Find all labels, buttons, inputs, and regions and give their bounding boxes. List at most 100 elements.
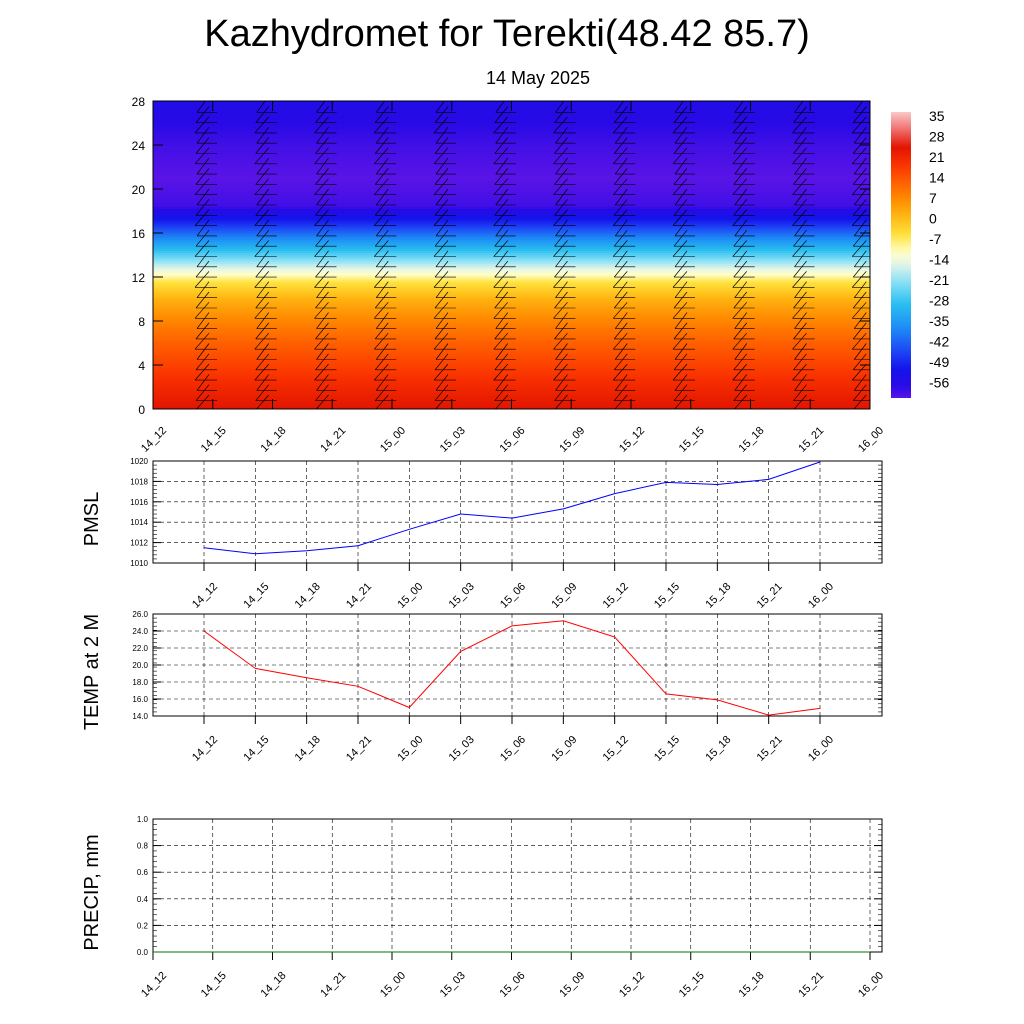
wind-barb — [912, 117, 926, 133]
wind-barb — [554, 137, 568, 154]
x-tick-label: 14_12 — [190, 581, 220, 611]
wind-barb — [613, 168, 628, 185]
wind-barb — [316, 250, 329, 268]
heatmap-band — [153, 283, 870, 287]
heatmap-band — [153, 124, 870, 128]
x-tick-label: 15_12 — [601, 734, 631, 764]
wind-barb — [734, 394, 748, 409]
wind-barb — [494, 199, 509, 216]
y-tick-label: 0.8 — [137, 842, 149, 851]
heatmap-y-tick-label: 8 — [138, 315, 145, 329]
wind-barb — [315, 199, 329, 216]
wind-barb — [554, 168, 568, 185]
wind-barb — [793, 291, 807, 309]
colorbar-label: 7 — [929, 190, 937, 206]
wind-barb — [374, 322, 389, 340]
wind-barb — [733, 322, 748, 340]
heatmap-band — [153, 133, 870, 137]
wind-barb — [734, 374, 748, 391]
panel-frame — [152, 818, 883, 953]
wind-barb — [494, 353, 509, 371]
wind-barb — [316, 374, 329, 391]
wind-barb — [375, 374, 389, 391]
wind-barb — [315, 384, 329, 401]
x-tick-label: 15_21 — [755, 581, 785, 611]
wind-barb — [195, 353, 210, 371]
heatmap-band — [153, 217, 870, 221]
x-tick-label: 15_03 — [447, 734, 477, 764]
wind-barb — [733, 229, 748, 247]
heatmap-band — [153, 179, 870, 183]
wind-barb — [912, 395, 926, 411]
y-tick-label: 1018 — [130, 477, 148, 486]
wind-barb — [734, 157, 748, 175]
colorbar-label: 14 — [929, 170, 945, 186]
wind-barb — [256, 374, 270, 391]
heatmap-band — [153, 351, 870, 355]
wind-barb — [254, 302, 270, 319]
wind-barb — [435, 188, 449, 206]
wind-barb — [375, 394, 389, 409]
heatmap-band — [153, 173, 870, 177]
heatmap-band — [153, 331, 870, 335]
heatmap-band — [153, 329, 870, 333]
wind-barb — [554, 229, 568, 247]
x-tick-label: 15_00 — [378, 970, 408, 1000]
heatmap-y-tick-label: 4 — [138, 359, 145, 373]
wind-barb — [853, 250, 867, 268]
wind-barb — [912, 179, 926, 195]
wind-barb — [194, 271, 210, 288]
heatmap-band — [153, 184, 870, 188]
wind-barb — [852, 137, 867, 154]
wind-barb — [612, 363, 628, 381]
heatmap-band — [153, 116, 870, 119]
colorbar-label: -35 — [929, 313, 949, 329]
heatmap-band — [153, 215, 870, 218]
heatmap-band — [153, 349, 870, 353]
heatmap-band — [153, 127, 870, 130]
wind-barb — [851, 363, 867, 381]
wind-barb — [373, 147, 389, 165]
wind-barb — [375, 312, 389, 329]
wind-barb — [851, 271, 867, 288]
wind-barb — [495, 250, 509, 268]
wind-barb — [256, 219, 270, 237]
heatmap-band — [153, 248, 870, 251]
wind-barb — [195, 199, 210, 216]
wind-barb — [434, 291, 449, 309]
wind-barb — [734, 219, 748, 237]
colorbar: 35 28 21 14 7 0 -7 -14 -21 -28 -35 -42 -49 -56 — [891, 108, 949, 398]
wind-barb — [793, 229, 807, 247]
heatmap-band — [153, 294, 870, 298]
wind-barb — [553, 302, 568, 319]
x-tick-label: 15_09 — [549, 734, 579, 764]
wind-barb — [553, 147, 568, 165]
wind-barb — [495, 188, 509, 206]
heatmap-band — [153, 325, 870, 328]
heatmap-band — [153, 369, 870, 372]
wind-barb — [256, 312, 270, 329]
x-tick-label: 15_18 — [703, 734, 733, 764]
wind-barb — [733, 291, 748, 309]
heatmap-band — [153, 386, 870, 390]
heatmap-band — [153, 316, 870, 320]
wind-barb — [495, 157, 509, 175]
heatmap-band — [153, 243, 870, 247]
heatmap-band — [153, 118, 870, 122]
wind-barb — [613, 229, 628, 247]
heatmap-band — [153, 210, 870, 214]
wind-barb — [434, 384, 449, 401]
heatmap-band — [153, 322, 870, 326]
wind-barb — [733, 199, 748, 216]
heatmap-band — [153, 278, 870, 282]
wind-barb — [732, 271, 748, 288]
x-tick-label: 14_18 — [293, 581, 323, 611]
heatmap-x-tick-label: 15_09 — [557, 425, 587, 455]
wind-barb — [196, 281, 210, 298]
heatmap-band — [153, 188, 870, 192]
wind-barb — [375, 126, 389, 144]
wind-barb — [793, 137, 807, 154]
wind-barb — [674, 343, 688, 360]
wind-barb — [614, 343, 628, 360]
heatmap-band — [153, 149, 870, 152]
